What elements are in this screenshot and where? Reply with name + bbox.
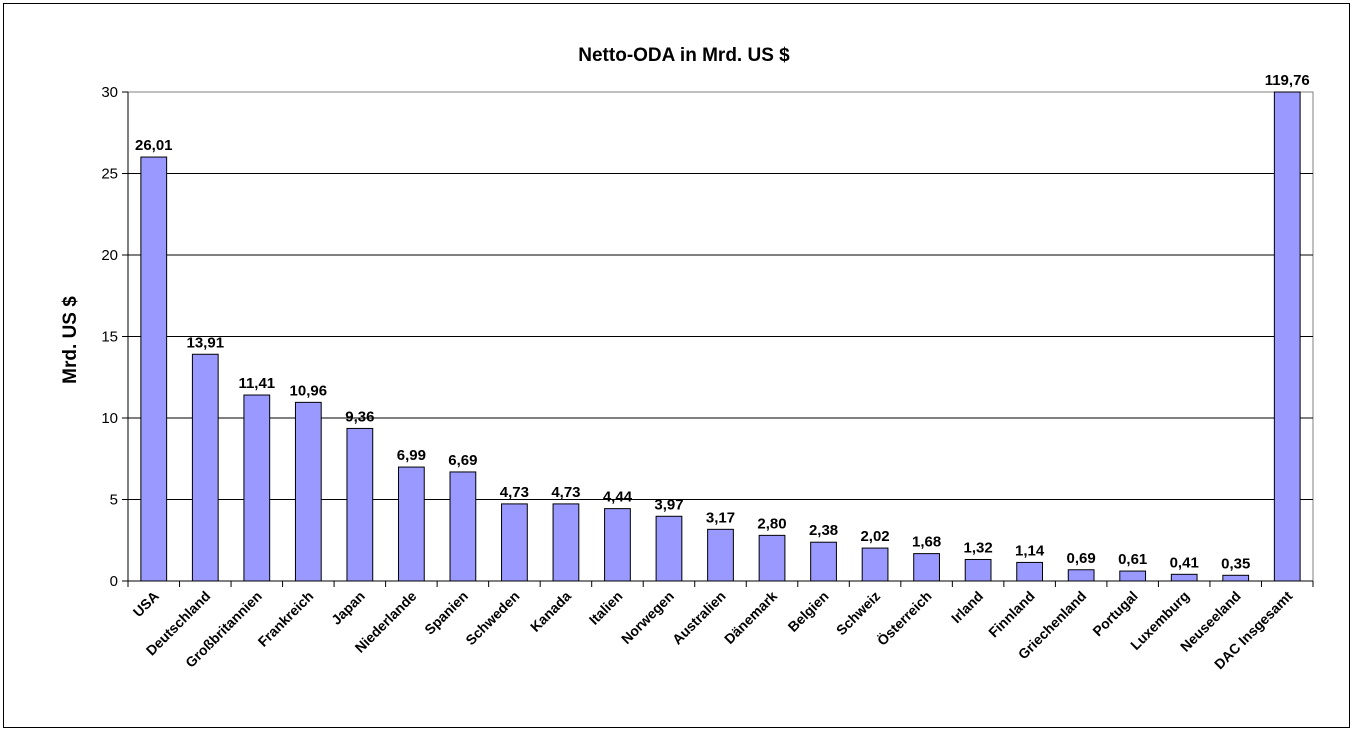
data-label: 0,41 xyxy=(1170,554,1199,571)
y-tick-label: 5 xyxy=(110,492,118,509)
x-tick-label: Portugal xyxy=(1089,588,1140,639)
data-label: 9,36 xyxy=(345,408,374,425)
data-label: 6,69 xyxy=(448,452,477,469)
x-tick-label: Dänemark xyxy=(721,588,780,647)
y-tick-label: 30 xyxy=(101,84,118,101)
data-label: 4,44 xyxy=(603,489,633,506)
x-tick-label: Irland xyxy=(948,588,986,626)
bar xyxy=(243,394,271,582)
bar xyxy=(449,471,477,582)
x-tick-label: Norwegen xyxy=(618,588,677,647)
x-tick-label: Frankreich xyxy=(255,588,317,650)
bar xyxy=(861,547,889,582)
bars xyxy=(140,91,1301,582)
x-tick-label: Schweiz xyxy=(833,588,883,638)
bar xyxy=(758,534,786,582)
data-label: 3,17 xyxy=(706,509,735,526)
data-label: 4,73 xyxy=(551,484,580,501)
bar xyxy=(913,553,940,582)
bar xyxy=(1016,561,1044,582)
x-tick-label: Finnland xyxy=(985,588,1038,641)
x-tick-label: Kanada xyxy=(527,588,574,635)
x-tick-label: Österreich xyxy=(874,588,935,649)
bar xyxy=(140,156,168,582)
data-label: 2,38 xyxy=(809,522,838,539)
x-tick-label: USA xyxy=(130,588,162,620)
bar xyxy=(501,503,528,582)
bar xyxy=(397,466,425,582)
data-label: 13,91 xyxy=(187,334,225,351)
bar xyxy=(964,558,992,582)
data-label: 119,76 xyxy=(1265,72,1310,89)
y-tick-label: 25 xyxy=(101,166,118,183)
chart-frame: Netto-ODA in Mrd. US $ Mrd. US $ 0 5 10 15 2… xyxy=(3,3,1350,728)
x-tick-label: Belgien xyxy=(785,588,832,635)
data-label: 3,97 xyxy=(654,496,683,513)
x-tick-label: Spanien xyxy=(421,588,471,638)
data-label: 1,14 xyxy=(1015,542,1045,559)
bar xyxy=(294,401,322,582)
data-label: 26,01 xyxy=(135,137,173,154)
x-tick-label: Japan xyxy=(328,588,368,628)
bar xyxy=(1170,573,1198,582)
data-label: 1,68 xyxy=(912,534,941,551)
bar xyxy=(191,353,219,582)
bar xyxy=(810,541,837,582)
data-label: 4,73 xyxy=(500,484,529,501)
data-label: 2,02 xyxy=(860,528,889,545)
axes xyxy=(122,91,1314,587)
y-tick-label: 15 xyxy=(101,329,118,346)
bar xyxy=(1273,91,1301,582)
x-tick-label: Australien xyxy=(669,588,729,648)
y-axis-label: Mrd. US $ xyxy=(60,296,81,384)
y-tick-label: 10 xyxy=(101,410,118,427)
bar-chart: Netto-ODA in Mrd. US $ Mrd. US $ 0 5 10 15 2… xyxy=(60,45,1314,672)
x-tick-label: Schweden xyxy=(462,588,522,648)
bar xyxy=(1067,569,1095,582)
data-label: 6,99 xyxy=(397,447,426,464)
data-label: 0,61 xyxy=(1118,551,1147,568)
chart-title: Netto-ODA in Mrd. US $ xyxy=(578,45,790,66)
y-tick-label: 20 xyxy=(101,247,118,264)
x-tick-label: Italien xyxy=(586,588,626,628)
bar xyxy=(552,503,580,582)
y-tick-label: 0 xyxy=(110,573,118,590)
data-label: 0,35 xyxy=(1221,555,1250,572)
bar xyxy=(346,427,374,582)
data-label: 10,96 xyxy=(290,382,328,399)
data-label: 11,41 xyxy=(238,375,275,392)
data-label: 0,69 xyxy=(1067,550,1096,567)
bar xyxy=(604,508,631,582)
gridlines xyxy=(127,91,1314,582)
data-label: 2,80 xyxy=(757,515,786,532)
bar xyxy=(1222,574,1250,582)
bar xyxy=(707,528,734,582)
data-label: 1,32 xyxy=(964,539,993,556)
bar xyxy=(655,515,683,582)
bar xyxy=(1119,570,1147,582)
